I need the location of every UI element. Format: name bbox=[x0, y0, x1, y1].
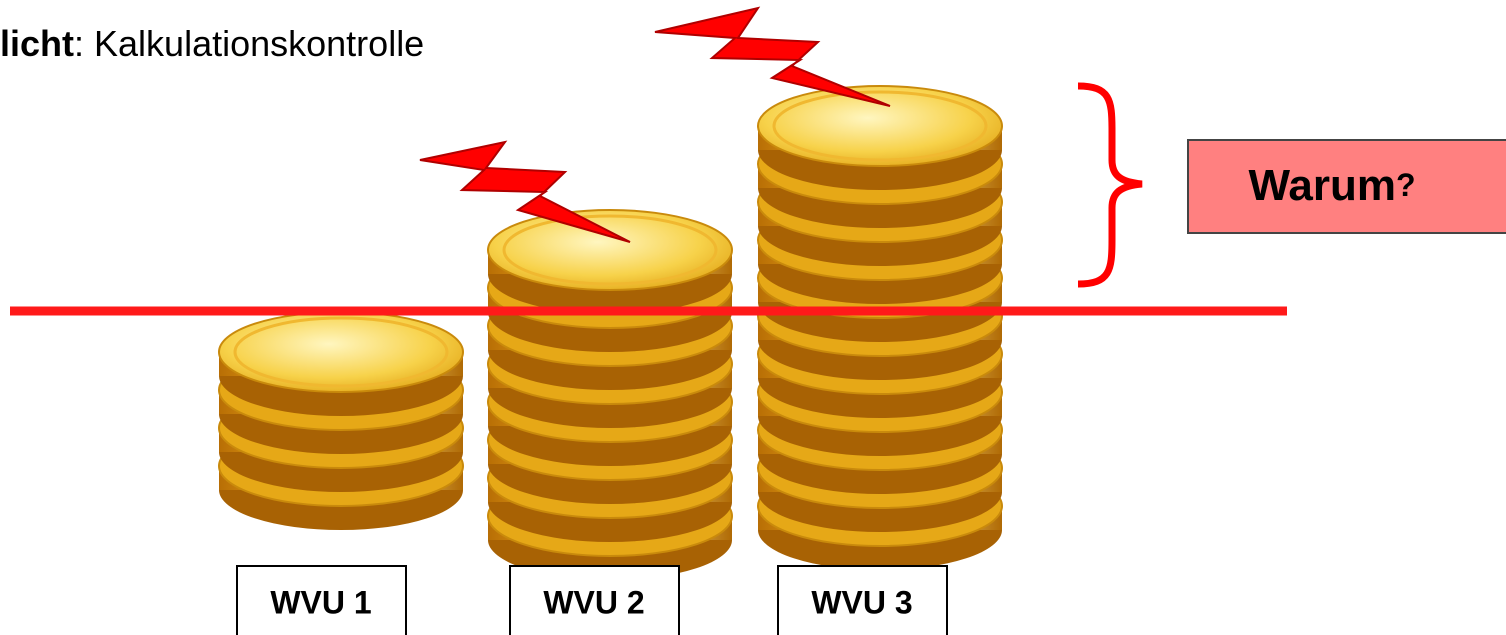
label-box bbox=[509, 565, 680, 635]
coin-stacks bbox=[218, 85, 1003, 580]
title-rest: : Kalkulationskontrolle bbox=[74, 23, 424, 64]
coin-face bbox=[218, 311, 464, 393]
coin-inner bbox=[772, 90, 988, 162]
brace bbox=[1077, 82, 1143, 288]
coin-face bbox=[757, 85, 1003, 167]
coin-inner bbox=[233, 316, 449, 388]
label-box bbox=[777, 565, 948, 635]
lightning-bolt bbox=[419, 140, 631, 243]
title-bold: licht bbox=[0, 23, 74, 64]
coin-inner bbox=[502, 214, 718, 286]
label: WVU 1 bbox=[270, 584, 371, 620]
coin-face bbox=[487, 209, 733, 291]
question-mark: ? bbox=[1396, 167, 1416, 203]
label: WVU 2 bbox=[543, 584, 644, 620]
question-text: Warum? bbox=[1248, 161, 1415, 210]
label-box bbox=[236, 565, 407, 635]
label: WVU 3 bbox=[811, 584, 912, 620]
labels: WVU 1 WVU 2 WVU 3 bbox=[236, 565, 948, 635]
question-box bbox=[1187, 139, 1506, 234]
slide-title: licht: Kalkulationskontrolle bbox=[0, 23, 424, 64]
question-word: Warum bbox=[1248, 161, 1396, 210]
lightning-bolt bbox=[654, 6, 891, 107]
